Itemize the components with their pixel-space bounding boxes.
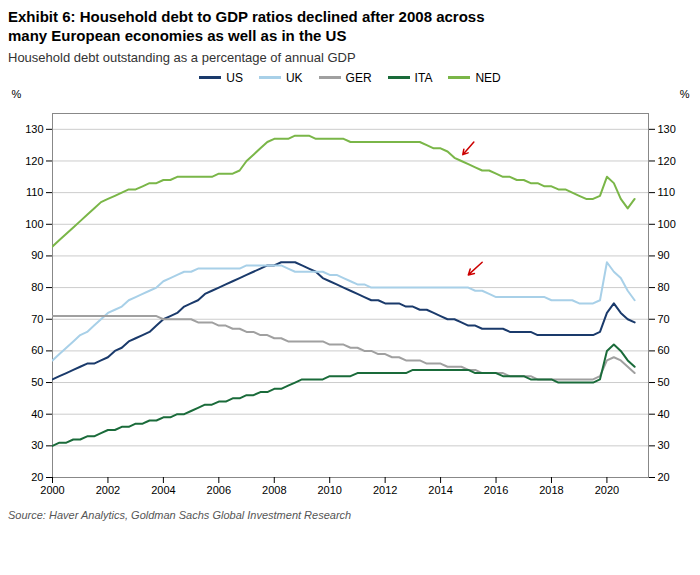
svg-text:50: 50 (658, 376, 670, 388)
svg-text:130: 130 (25, 122, 43, 134)
html-text:Household debt outstanding as: Household debt outstanding as a percenta… (8, 49, 356, 65)
svg-text:2008: 2008 (262, 484, 286, 496)
svg-text:2016: 2016 (484, 484, 508, 496)
svg-text:50: 50 (31, 376, 43, 388)
svg-text:2014: 2014 (428, 484, 452, 496)
svg-text:20: 20 (658, 471, 670, 483)
html-text:NED: NED (475, 70, 501, 85)
html-text:Source: Haver Analytics, Goldm: Source: Haver Analytics, Goldman Sachs G… (8, 508, 352, 521)
svg-text:120: 120 (658, 154, 676, 166)
svg-text:2020: 2020 (595, 484, 619, 496)
svg-text:80: 80 (658, 281, 670, 293)
html-text:UK: UK (285, 70, 303, 85)
svg-text:110: 110 (658, 186, 676, 198)
svg-text:2002: 2002 (96, 484, 120, 496)
svg-text:40: 40 (658, 407, 670, 419)
svg-text:2018: 2018 (539, 484, 563, 496)
svg-text:70: 70 (658, 312, 670, 324)
svg-text:30: 30 (658, 439, 670, 451)
svg-text:60: 60 (658, 344, 670, 356)
svg-text:90: 90 (658, 249, 670, 261)
svg-text:%: % (680, 88, 690, 100)
svg-text:100: 100 (25, 217, 43, 229)
html-text:Exhibit 6: Household debt to G: Exhibit 6: Household debt to GDP ratios … (8, 8, 485, 44)
svg-text:60: 60 (31, 344, 43, 356)
html-text:GER: GER (345, 70, 372, 85)
svg-text:20: 20 (31, 471, 43, 483)
svg-text:30: 30 (31, 439, 43, 451)
html-text:ITA: ITA (414, 70, 433, 85)
svg-text:%: % (12, 88, 22, 100)
svg-text:90: 90 (31, 249, 43, 261)
svg-text:2000: 2000 (40, 484, 64, 496)
html-text:US: US (226, 70, 243, 85)
svg-text:110: 110 (26, 186, 44, 198)
svg-text:120: 120 (25, 154, 43, 166)
svg-text:40: 40 (31, 407, 43, 419)
svg-text:130: 130 (658, 122, 676, 134)
svg-text:70: 70 (31, 312, 43, 324)
svg-text:100: 100 (658, 217, 676, 229)
svg-text:2004: 2004 (151, 484, 175, 496)
svg-text:2012: 2012 (373, 484, 397, 496)
svg-text:2010: 2010 (317, 484, 341, 496)
svg-text:80: 80 (31, 281, 43, 293)
svg-text:2006: 2006 (207, 484, 231, 496)
